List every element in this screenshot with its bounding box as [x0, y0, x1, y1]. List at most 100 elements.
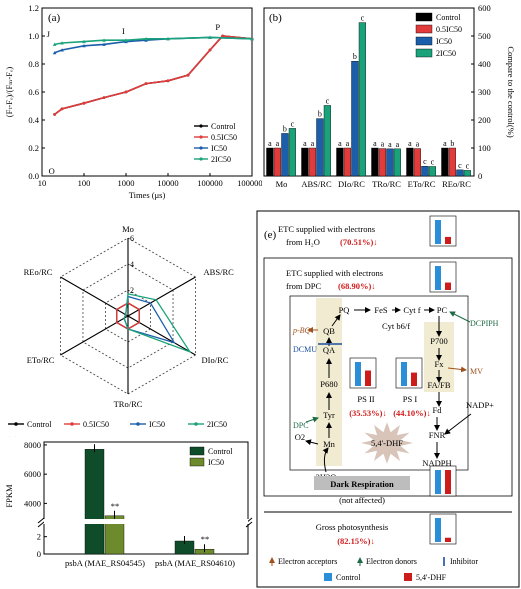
data-point [82, 39, 86, 44]
panel-label: (d) [6, 436, 19, 437]
oji-point-label: J [47, 29, 51, 39]
psi-minichart-bar-dhf [411, 372, 417, 386]
category-label: DIo/RC [338, 179, 365, 189]
legend-label: IC50 [208, 458, 224, 467]
panel-label: (a) [48, 12, 61, 24]
bar-letter: c [291, 119, 295, 128]
data-point [60, 48, 64, 52]
gross-percent: (82.15%)↓ [337, 536, 375, 546]
key-control-swatch [324, 573, 332, 581]
legend-marker [199, 157, 203, 161]
y-tick-label: 200 [478, 115, 491, 125]
node-fafb: FA/FB [428, 380, 451, 390]
bar-letter: b [450, 139, 454, 148]
data-point [208, 48, 212, 52]
legend-label: 2IC50 [436, 49, 456, 58]
node-o2: O2 [295, 432, 305, 442]
data-point [82, 101, 86, 105]
data-point [166, 37, 170, 41]
y-tick-label: 400 [478, 59, 491, 69]
ring-label: 6 [130, 234, 134, 243]
category-label: ABS/RC [301, 179, 332, 189]
h2o-title-line2: from H₂O [286, 237, 320, 247]
bar [386, 148, 394, 177]
bar [358, 22, 366, 177]
node-fnr: FNR [429, 430, 446, 440]
bar [288, 128, 296, 177]
radar-axis-label: Mo [122, 224, 134, 234]
data-point [144, 37, 148, 41]
label-pbq: p-BQ [292, 326, 311, 335]
radar-spoke [60, 276, 129, 317]
radar-series [123, 293, 192, 354]
legend-label: Control [208, 447, 233, 456]
bar-letter: a [276, 139, 280, 148]
h2o-minichart-frame [429, 215, 457, 247]
gene-label: psbA (MAE_RS04610) [155, 558, 235, 568]
ring-label: 2 [130, 286, 134, 295]
data-point [166, 79, 170, 83]
psii-label: PS II [357, 394, 374, 404]
legend-label: IC50 [211, 144, 227, 153]
x-tick-label: 100000 [197, 178, 223, 188]
node-pc: PC [437, 305, 448, 315]
bar-letter: b [283, 124, 287, 133]
legend-marker [199, 135, 203, 139]
bar-letter: a [311, 139, 315, 148]
gross-minichart-frame [429, 513, 457, 545]
radar-axis-label: TRo/RC [114, 399, 143, 409]
bar-letter: c [326, 96, 330, 105]
gross-minichart-bar-control [435, 518, 441, 542]
panel-frame [256, 210, 520, 588]
node-qa: QA [323, 345, 336, 355]
node-pq: PQ [339, 305, 350, 315]
bar [413, 148, 421, 177]
dpc-minichart-bar-dhf [445, 282, 451, 290]
h2o-percent: (70.51%)↓ [340, 237, 378, 247]
y-tick-label: 1.2 [28, 3, 39, 13]
psii-percent: (35.53%)↓ [349, 408, 387, 418]
legend-label: Control [211, 122, 236, 131]
legend-marker [199, 124, 203, 128]
legend-marker [14, 422, 18, 426]
panel-a-chart: 0.0 0.2 0.4 0.6 0.8 1.0 1.2 10 100 1000 10000 10000… [4, 3, 262, 200]
bar [371, 147, 379, 177]
panel-d-chart: 4000 6000 8000 0 2 FPKM (d) ** psbA (MAE_RS04545… [4, 436, 253, 568]
y-tick-label: 0 [37, 549, 41, 559]
ring-label: 4 [130, 260, 134, 269]
data-point [52, 51, 57, 55]
bar-letter: c [466, 161, 470, 170]
bar [336, 147, 344, 177]
node-cytf: Cyt f [403, 305, 420, 315]
bar-letter: a [388, 140, 392, 149]
radar-axis-label: ABS/RC [204, 267, 235, 277]
dpc-minichart-bar-control [435, 266, 441, 290]
label-dpc: DPC [293, 421, 309, 430]
dark-minichart-frame [429, 465, 457, 497]
x-tick-label: 10000 [157, 178, 178, 188]
y-tick-label: 8000 [24, 440, 41, 450]
bar [281, 133, 289, 177]
node-nadph: NADPH [422, 458, 451, 468]
psi-label: PS I [403, 394, 418, 404]
data-point [186, 73, 190, 77]
node-fes: FeS [374, 305, 388, 315]
key-control: Control [336, 573, 361, 582]
y-tick-label: 0.2 [28, 143, 39, 153]
data-point [52, 42, 57, 46]
node-p680: P680 [320, 379, 337, 389]
arrow-h2o [322, 447, 329, 473]
arrow-mv [447, 366, 467, 373]
y-tick-label: 100 [478, 143, 491, 153]
bar-letter: a [373, 139, 377, 148]
bar [448, 147, 456, 177]
h2o-title-line1: ETC supplied with electrons [278, 224, 375, 234]
h2o-minichart-bar-dhf [445, 236, 451, 244]
compound-label: 5,4'-DHF [371, 438, 403, 448]
y-tick-label: 600 [478, 3, 491, 13]
arrow-psii-4 [331, 314, 341, 327]
data-point [250, 37, 254, 41]
dark-minichart-bar-control [435, 470, 441, 494]
dpc-minichart-frame [429, 261, 457, 293]
